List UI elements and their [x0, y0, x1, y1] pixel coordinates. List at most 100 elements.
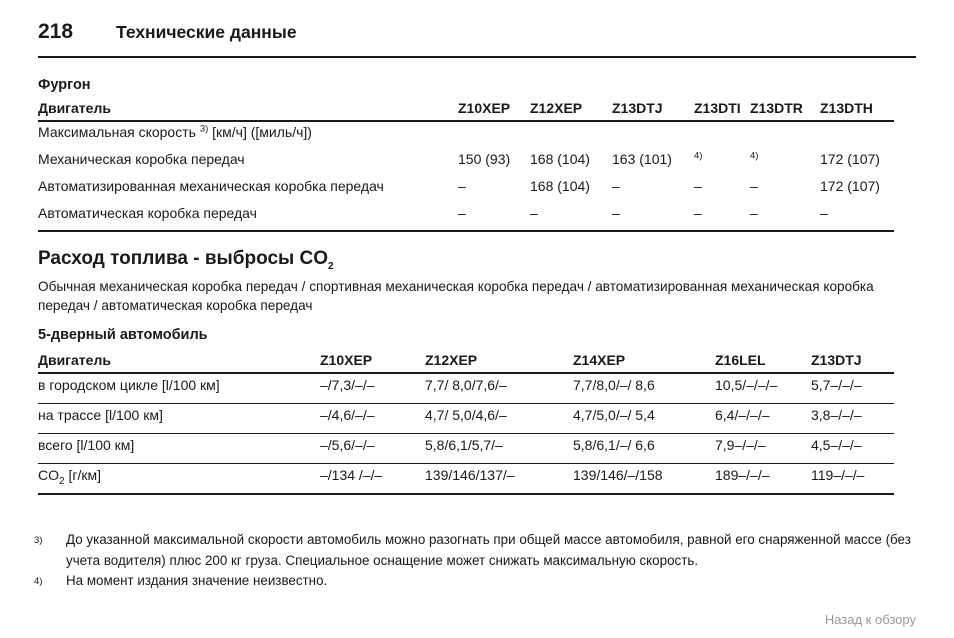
table-van-col-engine: Двигатель: [38, 100, 111, 116]
back-to-overview-link[interactable]: Назад к обзору: [824, 612, 916, 627]
footnote-4: 4) На момент издания значение неизвестно…: [34, 571, 914, 593]
table-fivedoor-col-z12xep: Z12XEP: [425, 352, 478, 368]
cell-value: 4,5–/–/–: [811, 437, 862, 453]
page-title: Технические данные: [116, 22, 297, 42]
co2-subscript: 2: [328, 260, 334, 272]
table-van-col-z13dtr: Z13DTR: [750, 100, 803, 116]
cell-value: 172 (107): [820, 178, 880, 194]
table-fivedoor-col-z16lel: Z16LEL: [715, 352, 766, 368]
row-label-units: [км/ч] ([миль/ч]): [208, 124, 312, 140]
cell-value: [458, 121, 530, 149]
table-fivedoor-head: Двигатель Z10XEP Z12XEP Z14XEP Z16LEL Z1…: [38, 352, 894, 373]
cell-value: [530, 121, 612, 149]
cell-value: 5,8/6,1/5,7/–: [425, 437, 503, 453]
cell-footnote-ref: 4): [750, 149, 820, 176]
cell-value: –: [820, 205, 828, 221]
cell-value: [694, 121, 750, 149]
cell-value: –: [458, 205, 466, 221]
cell-value: –: [750, 178, 758, 194]
table-fivedoor: Двигатель Z10XEP Z12XEP Z14XEP Z16LEL Z1…: [38, 352, 894, 495]
footnotes: 3) До указанной максимальной скорости ав…: [34, 530, 914, 593]
cell-value: 4,7/ 5,0/4,6/–: [425, 407, 507, 423]
cell-value: –/5,6/–/–: [320, 437, 375, 453]
row-label: Автоматизированная механическая коробка …: [38, 178, 384, 194]
cell-value: –/7,3/–/–: [320, 377, 375, 393]
cell-value: 10,5/–/–/–: [715, 377, 778, 393]
cell-value: –: [458, 178, 466, 194]
cell-value: –: [530, 205, 538, 221]
cell-value: 168 (104): [530, 151, 590, 167]
table-row: Механическая коробка передач 150 (93) 16…: [38, 149, 894, 176]
table-row: CO2 [г/км] –/134 /–/– 139/146/137/– 139/…: [38, 464, 894, 495]
table-row: Автоматическая коробка передач – – – – –…: [38, 203, 894, 231]
section-title-fivedoor: 5-дверный автомобиль: [38, 327, 208, 343]
table-fivedoor-col-z14xep: Z14XEP: [573, 352, 626, 368]
cell-value: 139/146/137/–: [425, 467, 515, 483]
cell-value: 7,7/8,0/–/ 8,6: [573, 377, 655, 393]
table-fivedoor-col-z13dtj: Z13DTJ: [811, 352, 862, 368]
cell-value: 168 (104): [530, 178, 590, 194]
page-header: 218 Технические данные: [38, 20, 297, 44]
cell-value: –/4,6/–/–: [320, 407, 375, 423]
cell-value: –: [612, 205, 620, 221]
section-title-van: Фургон: [38, 77, 91, 93]
footnote-text: На момент издания значение неизвестно.: [66, 573, 328, 588]
section-heading-text: Расход топлива - выбросы CO: [38, 248, 329, 269]
table-fivedoor-col-engine: Двигатель: [38, 352, 111, 368]
page-number: 218: [38, 20, 74, 43]
header-divider: [38, 56, 916, 58]
cell-value: 4,7/5,0/–/ 5,4: [573, 407, 655, 423]
cell-value: [612, 121, 694, 149]
row-label: Автоматическая коробка передач: [38, 205, 257, 221]
cell-value: 7,9–/–/–: [715, 437, 766, 453]
row-label-text: CO: [38, 467, 59, 483]
footnote-marker: 3): [34, 535, 43, 546]
co2-subscript: 2: [59, 475, 65, 487]
footnote-ref-4: 4): [750, 150, 759, 162]
row-label: CO2 [г/км]: [38, 464, 320, 495]
table-row: Максимальная скорость 3) [км/ч] ([миль/ч…: [38, 121, 894, 149]
cell-value: 6,4/–/–/–: [715, 407, 770, 423]
table-fivedoor-col-z10xep: Z10XEP: [320, 352, 373, 368]
cell-value: –: [694, 205, 702, 221]
row-label: всего [l/100 км]: [38, 437, 135, 453]
table-van-body: Максимальная скорость 3) [км/ч] ([миль/ч…: [38, 121, 894, 231]
cell-value: 172 (107): [820, 151, 880, 167]
table-row: всего [l/100 км] –/5,6/–/– 5,8/6,1/5,7/–…: [38, 434, 894, 464]
cell-value: –: [694, 178, 702, 194]
table-row: на трассе [l/100 км] –/4,6/–/– 4,7/ 5,0/…: [38, 404, 894, 434]
table-fivedoor-header-row: Двигатель Z10XEP Z12XEP Z14XEP Z16LEL Z1…: [38, 352, 894, 373]
row-label: Механическая коробка передач: [38, 151, 245, 167]
table-van-col-z12xep: Z12XEP: [530, 100, 583, 116]
table-van-col-z13dtj: Z13DTJ: [612, 100, 663, 116]
row-label: Максимальная скорость 3) [км/ч] ([миль/ч…: [38, 121, 458, 149]
row-label: в городском цикле [l/100 км]: [38, 377, 220, 393]
cell-footnote-ref: 4): [694, 149, 750, 176]
cell-value: –/134 /–/–: [320, 467, 383, 483]
row-label-units: [г/км]: [64, 467, 101, 483]
table-row: в городском цикле [l/100 км] –/7,3/–/– 7…: [38, 373, 894, 404]
table-van-col-z10xep: Z10XEP: [458, 100, 511, 116]
cell-value: [750, 121, 820, 149]
section-paragraph-gearboxes: Обычная механическая коробка передач / с…: [38, 279, 874, 313]
cell-value: 5,7–/–/–: [811, 377, 862, 393]
cell-value: 7,7/ 8,0/7,6/–: [425, 377, 507, 393]
footnote-ref-4: 4): [694, 150, 703, 162]
footnote-3: 3) До указанной максимальной скорости ав…: [34, 530, 914, 571]
row-label-text: Максимальная скорость: [38, 124, 200, 140]
cell-value: 189–/–/–: [715, 467, 770, 483]
table-van-head: Двигатель Z10XEP Z12XEP Z13DTJ Z13DTI Z1…: [38, 100, 894, 121]
table-van-col-z13dti: Z13DTI: [694, 100, 741, 116]
cell-value: 3,8–/–/–: [811, 407, 862, 423]
cell-value: 5,8/6,1/–/ 6,6: [573, 437, 655, 453]
table-van-header-row: Двигатель Z10XEP Z12XEP Z13DTJ Z13DTI Z1…: [38, 100, 894, 121]
cell-value: –: [750, 205, 758, 221]
footnote-ref-3: 3): [199, 123, 209, 135]
row-label: на трассе [l/100 км]: [38, 407, 163, 423]
table-van: Двигатель Z10XEP Z12XEP Z13DTJ Z13DTI Z1…: [38, 100, 894, 232]
cell-value: 139/146/–/158: [573, 467, 663, 483]
cell-value: 150 (93): [458, 151, 511, 167]
cell-value: 163 (101): [612, 151, 672, 167]
cell-value: –: [612, 178, 620, 194]
